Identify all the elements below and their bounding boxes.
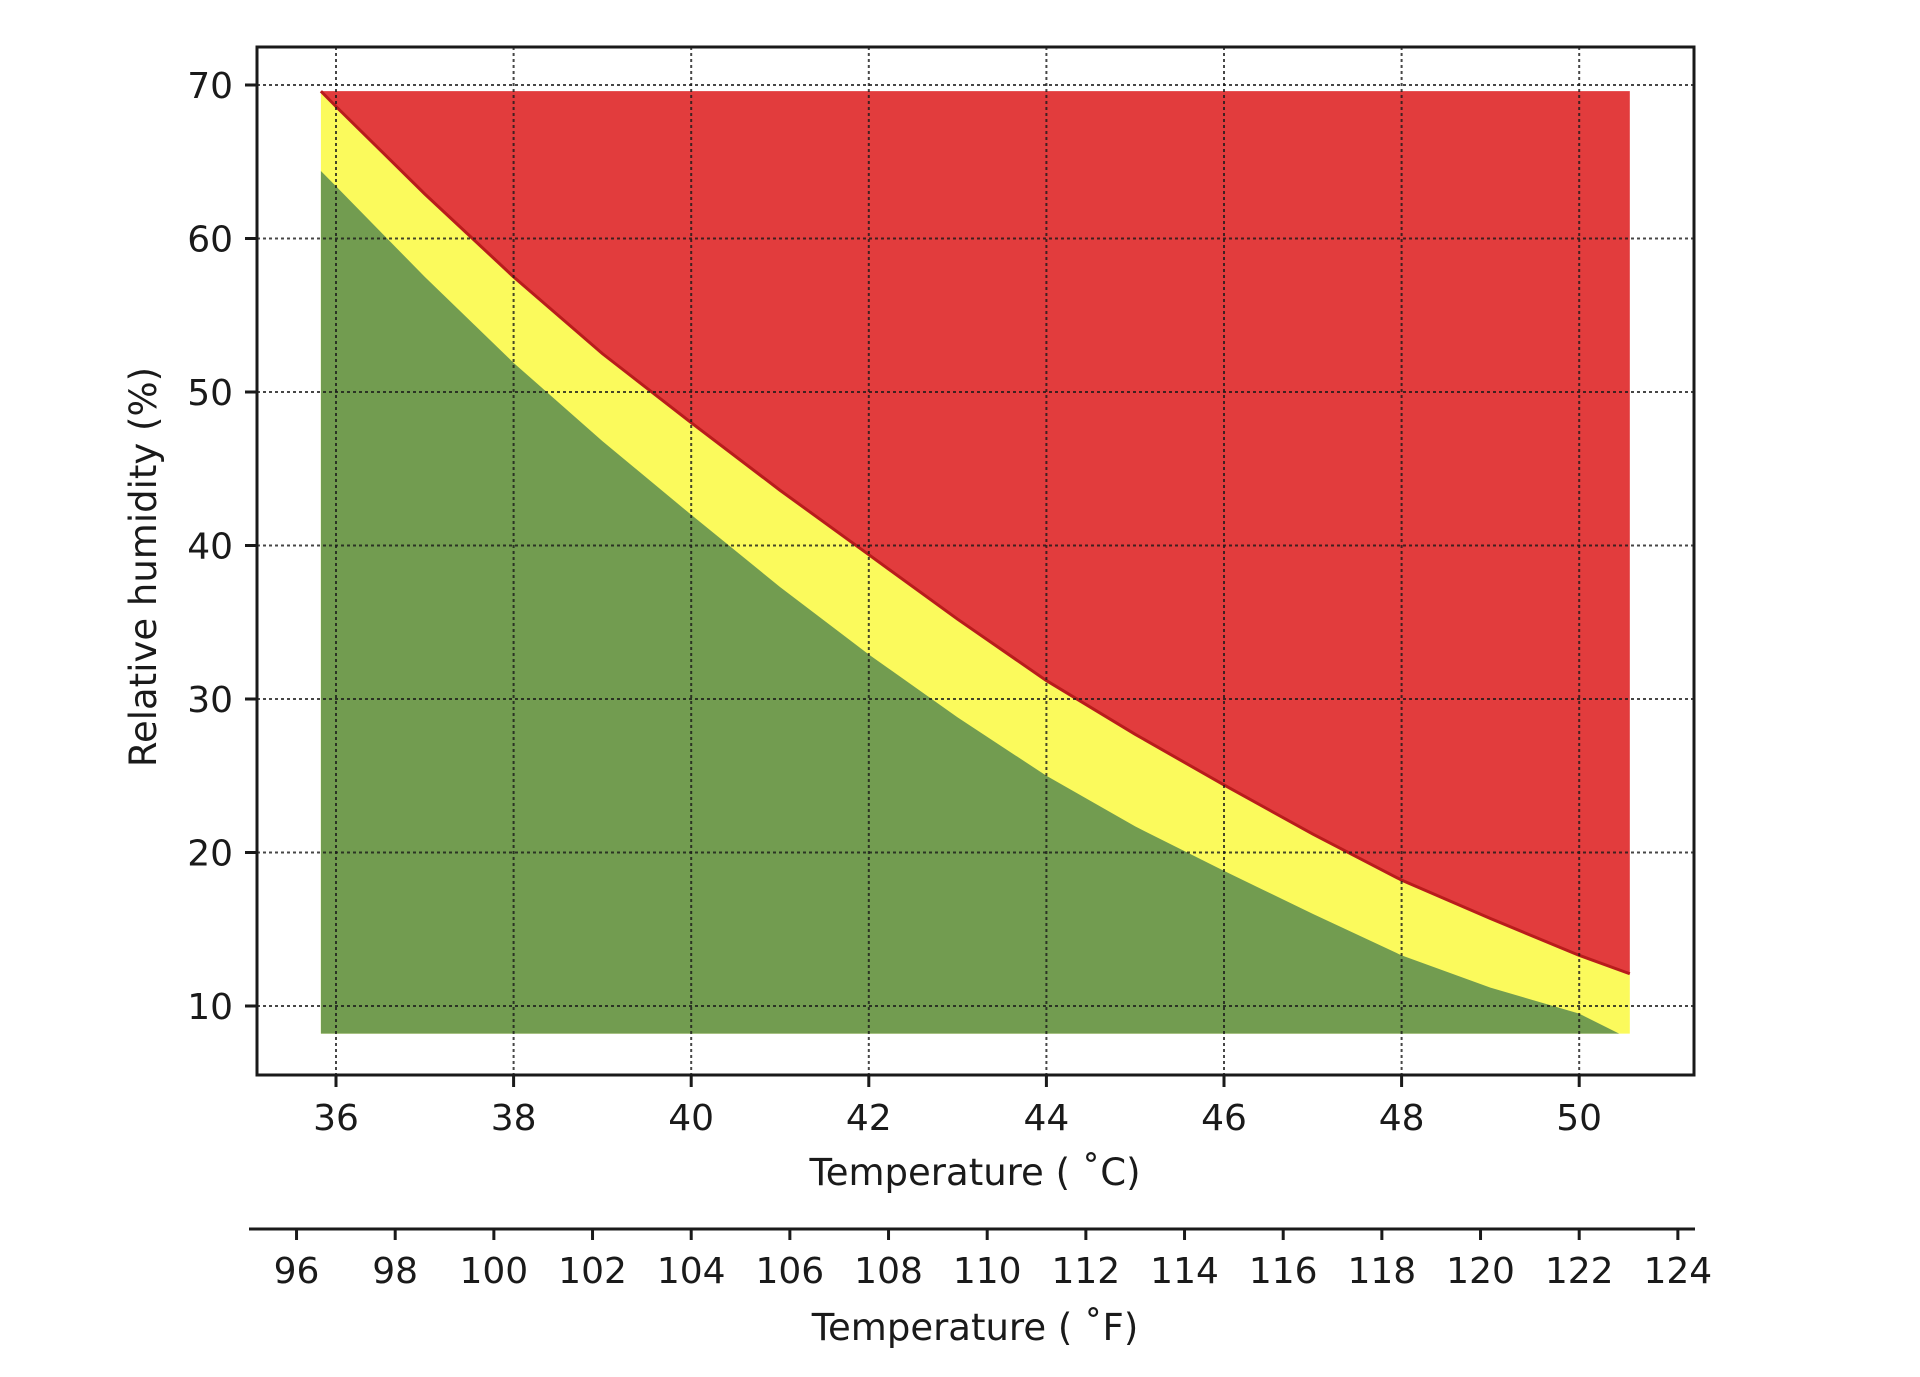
x-tick-label: 36 [313, 1098, 359, 1139]
x-axis-celsius-ticks: 36 38 40 42 44 46 48 50 [313, 1075, 1602, 1139]
x-tick-label: 48 [1379, 1098, 1425, 1139]
f-tick-label: 120 [1446, 1251, 1515, 1292]
f-tick-label: 102 [558, 1251, 627, 1292]
y-tick-label: 30 [187, 680, 233, 721]
danger-boundary-line [319, 90, 1631, 976]
f-tick-label: 110 [953, 1251, 1022, 1292]
x-tick-label: 38 [491, 1098, 537, 1139]
safe-zone-fill [320, 170, 1620, 1034]
zone-fills [319, 90, 1631, 1034]
y-axis-ticks: 10 20 30 40 50 60 70 [187, 66, 257, 1028]
f-tick-label: 98 [372, 1251, 418, 1292]
y-axis-title: Relative humidity (%) [122, 367, 165, 767]
f-tick-label: 106 [756, 1251, 825, 1292]
f-tick-label: 112 [1052, 1251, 1121, 1292]
f-tick-label: 114 [1150, 1251, 1219, 1292]
f-tick-label: 100 [460, 1251, 529, 1292]
f-tick-label: 108 [854, 1251, 923, 1292]
y-tick-label: 60 [187, 220, 233, 261]
f-tick-label: 116 [1249, 1251, 1318, 1292]
x-tick-label: 50 [1556, 1098, 1602, 1139]
f-tick-label: 96 [274, 1251, 320, 1292]
danger-zone-fill [320, 91, 1630, 974]
y-tick-label: 50 [187, 373, 233, 414]
f-tick-label: 104 [657, 1251, 726, 1292]
x-tick-label: 46 [1201, 1098, 1247, 1139]
f-tick-label: 124 [1644, 1251, 1713, 1292]
x-axis-title-celsius: Temperature ( ˚C) [808, 1151, 1140, 1194]
y-tick-label: 40 [187, 527, 233, 568]
y-tick-label: 70 [187, 66, 233, 107]
x-tick-label: 40 [668, 1098, 714, 1139]
x-tick-label: 44 [1023, 1098, 1069, 1139]
x-axis-fahrenheit: 96 98 100 102 104 106 108 110 112 114 116 118 120 122… [249, 1227, 1713, 1292]
f-tick-label: 118 [1348, 1251, 1417, 1292]
axes-frame [255, 45, 1696, 1077]
x-axis-title-fahrenheit: Temperature ( ˚F) [811, 1306, 1139, 1349]
x-tick-label: 42 [846, 1098, 892, 1139]
y-tick-label: 20 [187, 834, 233, 875]
y-tick-label: 10 [187, 987, 233, 1028]
f-tick-label: 122 [1545, 1251, 1614, 1292]
